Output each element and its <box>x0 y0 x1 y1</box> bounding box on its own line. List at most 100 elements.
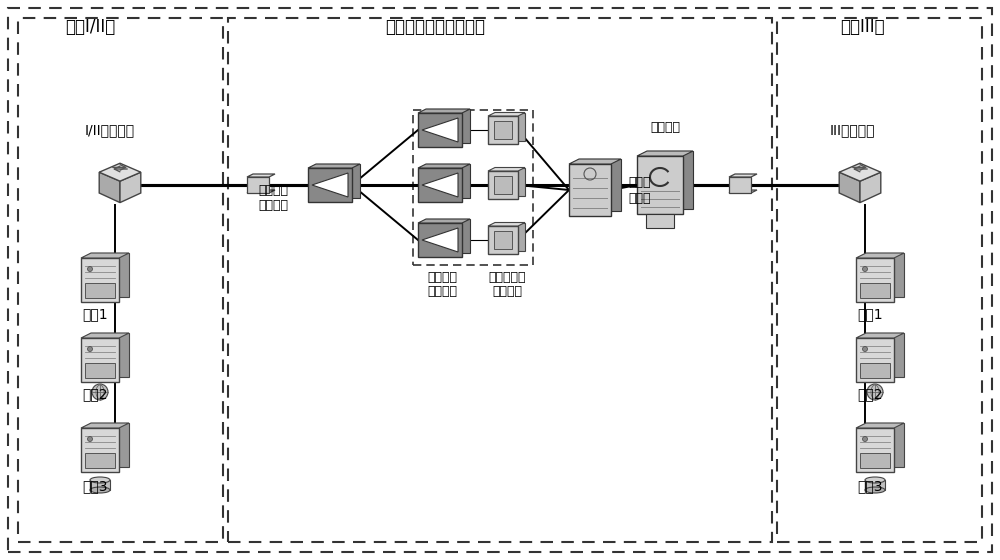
Text: 系统1: 系统1 <box>82 307 108 321</box>
Bar <box>413 110 533 265</box>
Circle shape <box>862 267 868 272</box>
Bar <box>569 164 611 216</box>
Text: 文件网关: 文件网关 <box>258 184 288 197</box>
Polygon shape <box>422 228 458 252</box>
Text: 系统3: 系统3 <box>857 479 883 493</box>
Text: 跨安全区反向通信总线: 跨安全区反向通信总线 <box>385 18 485 36</box>
Bar <box>495 113 525 141</box>
Polygon shape <box>308 164 360 168</box>
Bar <box>647 151 693 209</box>
Bar <box>418 113 462 147</box>
Bar <box>247 177 269 193</box>
Bar <box>316 164 360 198</box>
Polygon shape <box>247 190 275 193</box>
Circle shape <box>867 384 883 400</box>
Text: 安全I/II区: 安全I/II区 <box>65 18 115 36</box>
Bar <box>494 176 512 194</box>
Bar <box>85 283 115 298</box>
Bar <box>488 116 518 144</box>
Bar <box>81 338 119 382</box>
Bar <box>866 423 904 467</box>
Circle shape <box>88 267 92 272</box>
Bar <box>81 258 119 302</box>
Ellipse shape <box>865 477 885 483</box>
Bar <box>579 159 621 211</box>
Bar <box>81 428 119 472</box>
Bar <box>85 452 115 468</box>
Polygon shape <box>422 118 458 142</box>
Polygon shape <box>81 333 129 338</box>
Polygon shape <box>856 253 904 258</box>
Bar <box>488 171 518 199</box>
Text: 择单元: 择单元 <box>628 192 650 204</box>
Bar <box>90 480 110 490</box>
Polygon shape <box>729 174 757 177</box>
Bar <box>646 214 674 228</box>
Circle shape <box>88 347 92 352</box>
Polygon shape <box>81 423 129 428</box>
Ellipse shape <box>865 487 885 493</box>
Bar <box>494 231 512 249</box>
Polygon shape <box>488 167 525 171</box>
Polygon shape <box>81 253 129 258</box>
Text: I/II区交换机: I/II区交换机 <box>85 123 135 137</box>
Bar <box>866 253 904 297</box>
Bar <box>856 258 894 302</box>
Text: III区交换机: III区交换机 <box>829 123 875 137</box>
Bar <box>865 480 885 490</box>
Polygon shape <box>418 164 470 168</box>
Polygon shape <box>312 173 348 197</box>
Polygon shape <box>488 222 525 226</box>
Bar <box>729 177 751 193</box>
Polygon shape <box>488 113 525 116</box>
Text: 隔离网关: 隔离网关 <box>650 120 680 133</box>
Circle shape <box>92 384 108 400</box>
Bar <box>495 167 525 195</box>
Bar <box>228 18 772 542</box>
Polygon shape <box>422 173 458 197</box>
Bar <box>426 164 470 198</box>
Text: 系统1: 系统1 <box>857 307 883 321</box>
Circle shape <box>862 347 868 352</box>
Bar <box>856 338 894 382</box>
Bar <box>777 18 982 542</box>
Text: （发送）: （发送） <box>492 284 522 297</box>
Polygon shape <box>120 172 141 203</box>
Polygon shape <box>569 159 621 164</box>
Polygon shape <box>839 164 881 181</box>
Bar <box>488 226 518 254</box>
Circle shape <box>862 436 868 441</box>
Bar <box>85 363 115 378</box>
Bar <box>91 253 129 297</box>
Bar <box>494 121 512 139</box>
Bar <box>18 18 223 542</box>
Text: 安全III区: 安全III区 <box>840 18 884 36</box>
Bar <box>637 156 683 214</box>
Polygon shape <box>99 172 120 203</box>
Bar <box>860 363 890 378</box>
Bar <box>860 283 890 298</box>
Polygon shape <box>418 219 470 223</box>
Text: （接收）: （接收） <box>258 198 288 212</box>
Bar <box>426 219 470 253</box>
Bar <box>308 168 352 202</box>
Text: 文件网关组: 文件网关组 <box>488 270 526 283</box>
Bar <box>426 109 470 143</box>
Text: 装置阵列: 装置阵列 <box>427 284 457 297</box>
Bar <box>418 168 462 202</box>
Text: 系统2: 系统2 <box>82 387 108 401</box>
Polygon shape <box>860 172 881 203</box>
Circle shape <box>88 436 92 441</box>
Text: 系统3: 系统3 <box>82 479 108 493</box>
Bar <box>860 452 890 468</box>
Bar <box>91 333 129 377</box>
Polygon shape <box>99 164 141 181</box>
Polygon shape <box>856 423 904 428</box>
Polygon shape <box>729 190 757 193</box>
Polygon shape <box>418 109 470 113</box>
Bar <box>418 223 462 257</box>
Polygon shape <box>839 172 860 203</box>
Bar <box>866 333 904 377</box>
Text: 路由选: 路由选 <box>628 175 650 189</box>
Bar <box>495 222 525 250</box>
